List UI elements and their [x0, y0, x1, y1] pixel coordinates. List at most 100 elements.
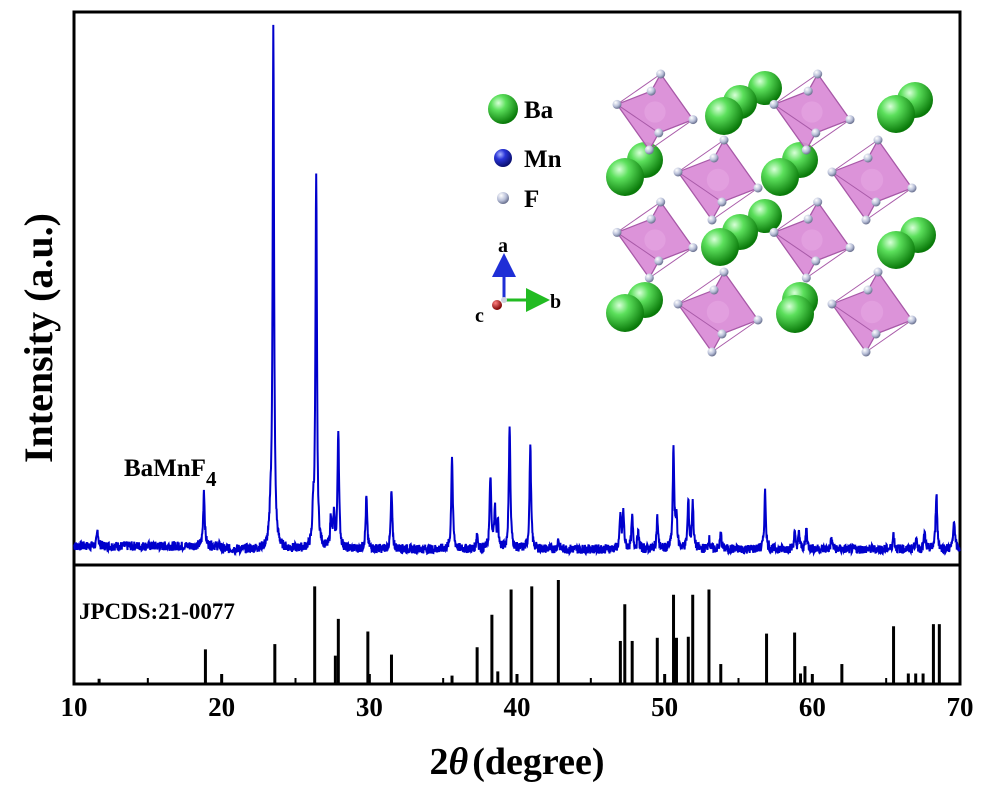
legend-label-ba: Ba — [524, 97, 554, 124]
octahedron-edge — [677, 171, 723, 203]
octahedron-edge — [616, 201, 661, 233]
octahedron-edge — [660, 201, 694, 248]
octahedron-edge — [773, 104, 807, 151]
octahedron-edge — [723, 271, 759, 321]
x-tick-label: 40 — [504, 692, 531, 722]
octahedron-edge — [877, 271, 913, 321]
ba-atom — [877, 231, 915, 269]
f-atom — [612, 227, 622, 237]
mn-atom — [860, 168, 884, 192]
f-atom — [813, 197, 823, 207]
f-atom — [813, 69, 823, 79]
octahedron-edge — [660, 73, 694, 120]
x-tick-label: 30 — [356, 692, 383, 722]
x-tick-label: 60 — [799, 692, 826, 722]
y-axis-label: Intensity (a.u.) — [16, 213, 61, 463]
octahedron-edge — [831, 303, 877, 335]
ba-atom — [701, 228, 739, 266]
octahedron-edge — [815, 119, 851, 134]
octahedron-edge — [721, 187, 759, 203]
octahedron-edge — [723, 139, 759, 189]
f-atom — [801, 145, 811, 155]
axis-c-dot-icon — [492, 300, 502, 310]
x-tick-label: 20 — [208, 692, 235, 722]
octahedron-edge — [831, 271, 879, 305]
crystal-structure-image — [606, 69, 936, 357]
octahedron-edge — [831, 171, 877, 203]
octahedron-edge — [817, 73, 851, 120]
octahedron-edge — [616, 73, 661, 105]
f-atom — [707, 347, 717, 357]
f-atom — [861, 347, 871, 357]
x-axis-ticks: 10 20 30 40 50 60 70 — [61, 674, 974, 722]
octahedron-edge — [831, 139, 879, 173]
reference-sticks-series — [97, 580, 941, 684]
f-atom — [644, 145, 654, 155]
ba-atom — [606, 158, 644, 196]
xrd-pattern-series — [73, 24, 961, 557]
f-atom — [654, 256, 664, 266]
octahedron-edge — [831, 171, 867, 221]
octahedron-edge — [711, 319, 759, 353]
octahedron-edge — [773, 103, 817, 134]
f-atom — [827, 167, 837, 177]
crystal-legend: Ba Mn F — [488, 94, 562, 213]
f-atom — [719, 267, 729, 277]
f-atom — [863, 153, 873, 163]
x-tick-label: 70 — [947, 692, 974, 722]
octahedron-edge — [616, 103, 660, 134]
octahedron-edge — [865, 187, 913, 221]
f-atom — [811, 256, 821, 266]
octahedron-edge — [649, 247, 694, 279]
f-atom — [709, 285, 719, 295]
f-atom — [646, 86, 656, 96]
f-atom — [871, 197, 881, 207]
x-tick-label: 10 — [61, 692, 88, 722]
octahedron-edge — [875, 187, 913, 203]
mn-atom — [860, 300, 884, 324]
mn-atom — [801, 101, 823, 123]
x-axis-label: 2θ (degree) — [430, 741, 605, 783]
xrd-pattern-line — [73, 24, 961, 557]
octahedron-edge — [773, 73, 818, 105]
f-atom — [654, 128, 664, 138]
f-atom — [753, 315, 763, 325]
ba-sphere-icon — [488, 94, 518, 124]
octahedron-edge — [658, 119, 694, 134]
ba-atom — [761, 158, 799, 196]
octahedron-edge — [616, 104, 650, 151]
f-atom — [707, 215, 717, 225]
octahedron-edge — [875, 319, 913, 335]
f-atom — [688, 115, 698, 125]
octahedron-edge — [877, 139, 913, 189]
octahedron-edge — [773, 201, 818, 233]
ba-atom — [705, 97, 743, 135]
octahedron-edge — [806, 247, 851, 279]
octahedron-edge — [865, 319, 913, 353]
axis-origin-icon — [501, 297, 507, 303]
octahedron-edge — [773, 232, 807, 279]
octahedron-edge — [658, 247, 694, 262]
f-atom — [873, 267, 883, 277]
mn-sphere-icon — [494, 149, 512, 167]
f-atom — [803, 214, 813, 224]
octahedron-edge — [677, 139, 725, 173]
ba-atom — [748, 71, 782, 105]
f-atom — [673, 167, 683, 177]
mn-atom — [644, 229, 666, 251]
f-atom — [769, 99, 779, 109]
octahedron-edge — [817, 201, 851, 248]
legend-label-f: F — [524, 186, 539, 213]
f-atom — [644, 273, 654, 283]
f-atom — [688, 243, 698, 253]
x-tick-label: 50 — [651, 692, 678, 722]
ba-atom — [748, 199, 782, 233]
octahedron-edge — [711, 187, 759, 221]
octahedron-edge — [773, 231, 817, 262]
f-atom — [827, 299, 837, 309]
mn-atom — [706, 300, 730, 324]
mn-atom — [706, 168, 730, 192]
octahedron-edge — [806, 119, 851, 151]
f-atom — [861, 215, 871, 225]
